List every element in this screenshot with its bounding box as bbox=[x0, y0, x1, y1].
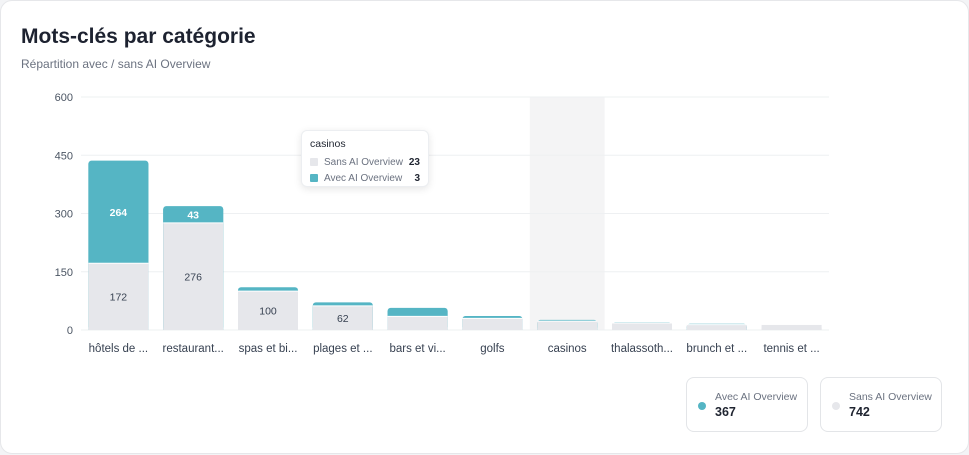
x-tick-label: plages et ... bbox=[313, 343, 372, 355]
x-tick-label: casinos bbox=[548, 343, 587, 355]
legend-dot-sans bbox=[832, 402, 840, 410]
x-tick-label: spas et bi... bbox=[239, 343, 298, 355]
data-label-avec: 43 bbox=[187, 209, 199, 221]
legend-label-avec: Avec AI Overview bbox=[715, 391, 798, 403]
tooltip-swatch-sans bbox=[310, 158, 318, 166]
tooltip-value-sans: 23 bbox=[408, 156, 420, 168]
y-tick-label: 300 bbox=[55, 209, 73, 221]
bar-sans-ai-overview bbox=[88, 263, 149, 330]
legend-toggle-sans[interactable]: Sans AI Overview 742 bbox=[820, 377, 942, 432]
tooltip-row-avec: Avec AI Overview 3 bbox=[310, 170, 420, 186]
tooltip-row-sans: Sans AI Overview 23 bbox=[310, 154, 420, 170]
chart-subtitle: Répartition avec / sans AI Overview bbox=[21, 57, 211, 71]
x-tick-label: brunch et ... bbox=[686, 343, 747, 355]
x-tick-label: golfs bbox=[480, 343, 505, 355]
data-label-avec: 264 bbox=[110, 207, 128, 219]
tooltip-name-sans: Sans AI Overview bbox=[324, 156, 403, 168]
bar-sans-ai-overview bbox=[238, 291, 298, 330]
x-tick-label: thalassoth... bbox=[611, 343, 673, 355]
legend-toggle-avec[interactable]: Avec AI Overview 367 bbox=[686, 377, 808, 432]
x-tick-label: restaurant... bbox=[163, 343, 224, 355]
data-label-sans: 172 bbox=[110, 292, 128, 304]
x-tick-label: bars et vi... bbox=[389, 343, 445, 355]
bar-sans-ai-overview bbox=[612, 323, 672, 330]
legend-label-sans: Sans AI Overview bbox=[849, 391, 932, 403]
x-tick-label: tennis et ... bbox=[763, 343, 819, 355]
bar-sans-ai-overview bbox=[761, 324, 822, 330]
bar-sans-ai-overview bbox=[163, 222, 224, 330]
legend-dot-avec bbox=[698, 402, 706, 410]
tooltip-swatch-avec bbox=[310, 174, 318, 182]
tooltip-value-avec: 3 bbox=[414, 172, 420, 184]
y-tick-label: 450 bbox=[55, 150, 73, 162]
bar-sans-ai-overview bbox=[686, 324, 747, 330]
bar-sans-ai-overview bbox=[387, 316, 448, 330]
y-tick-label: 600 bbox=[55, 92, 73, 104]
legend-value-avec: 367 bbox=[715, 405, 736, 419]
bar-sans-ai-overview bbox=[537, 321, 598, 330]
x-tick-label: hôtels de ... bbox=[89, 343, 148, 355]
legend-value-sans: 742 bbox=[849, 405, 870, 419]
tooltip-category: casinos bbox=[310, 138, 346, 150]
data-label-sans: 276 bbox=[184, 271, 202, 283]
data-label-sans: 62 bbox=[337, 313, 349, 325]
bar-sans-ai-overview bbox=[462, 318, 523, 330]
tooltip-name-avec: Avec AI Overview bbox=[324, 172, 403, 184]
chart-tooltip: casinos Sans AI Overview 23 Avec AI Over… bbox=[301, 130, 429, 187]
y-tick-label: 150 bbox=[55, 267, 73, 279]
y-tick-label: 0 bbox=[67, 325, 73, 337]
chart-title: Mots-clés par catégorie bbox=[21, 25, 256, 48]
data-label-sans: 100 bbox=[259, 306, 277, 318]
bar-sans-ai-overview bbox=[312, 305, 373, 330]
